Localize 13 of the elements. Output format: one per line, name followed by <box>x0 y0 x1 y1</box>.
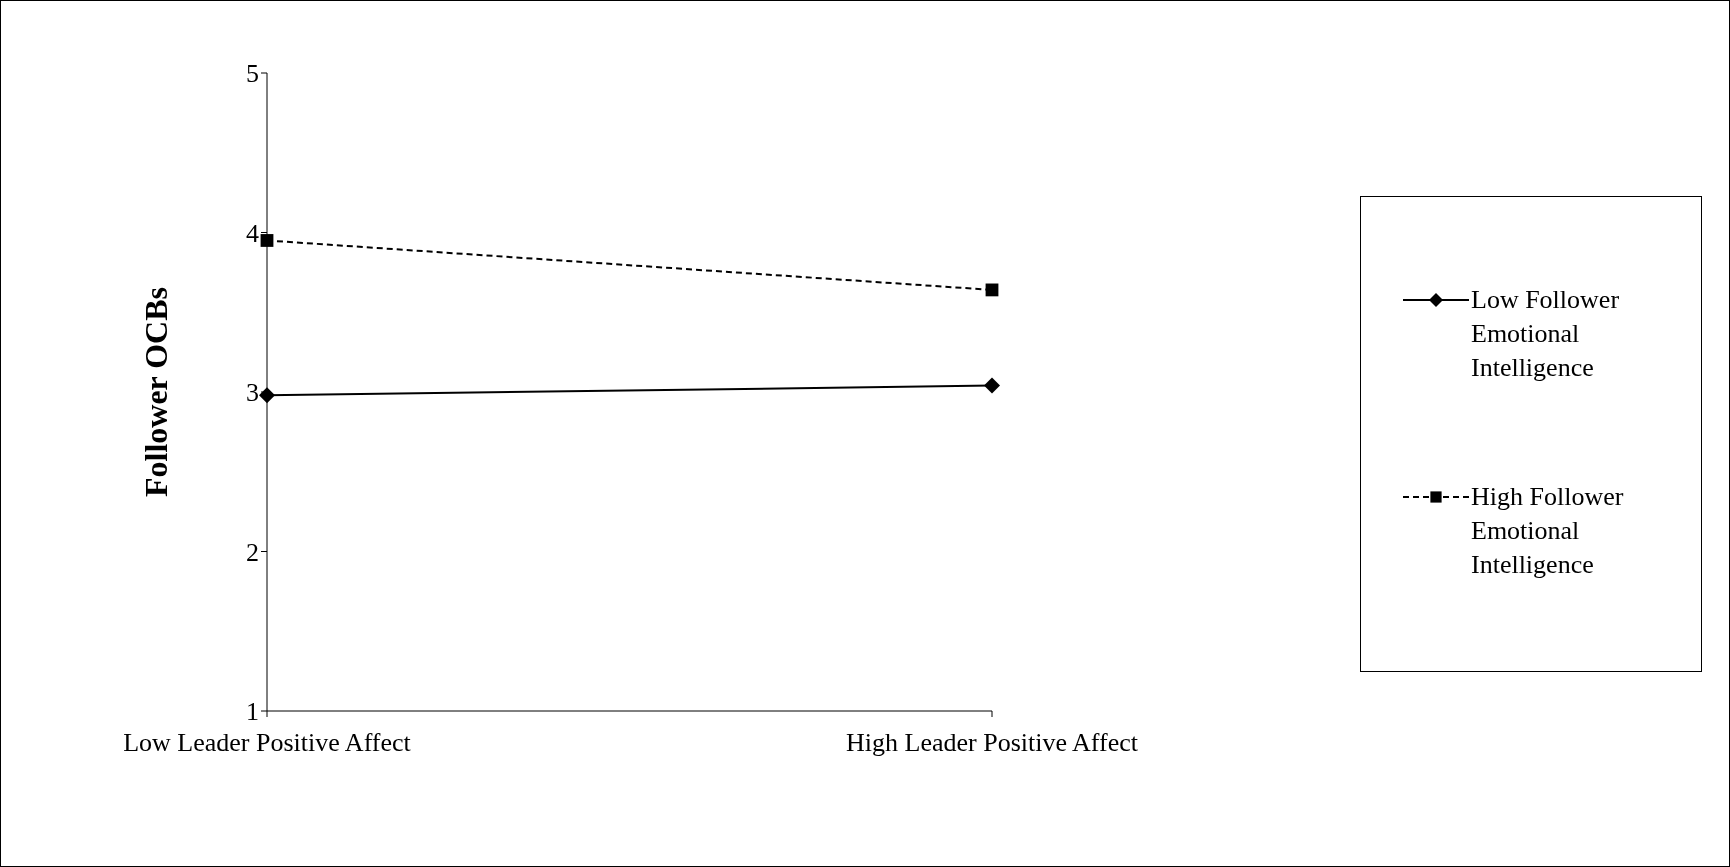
x-tick-label: High Leader Positive Affect <box>846 728 1139 758</box>
x-tick-label: Low Leader Positive Affect <box>123 728 412 758</box>
y-axis-title: Follower OCBs <box>138 286 175 498</box>
y-tick-label: 3 <box>246 378 259 408</box>
legend-label: High Follower Emotional Intelligence <box>1471 481 1625 581</box>
point <box>984 377 1000 394</box>
y-tick-label: 5 <box>246 59 259 89</box>
point <box>259 387 275 404</box>
point <box>260 234 274 247</box>
y-tick-label: 1 <box>246 697 259 727</box>
legend-label: Low Follower Emotional Intelligence <box>1471 284 1621 384</box>
y-tick-label: 4 <box>246 218 259 248</box>
y-tick-label: 2 <box>246 537 259 567</box>
